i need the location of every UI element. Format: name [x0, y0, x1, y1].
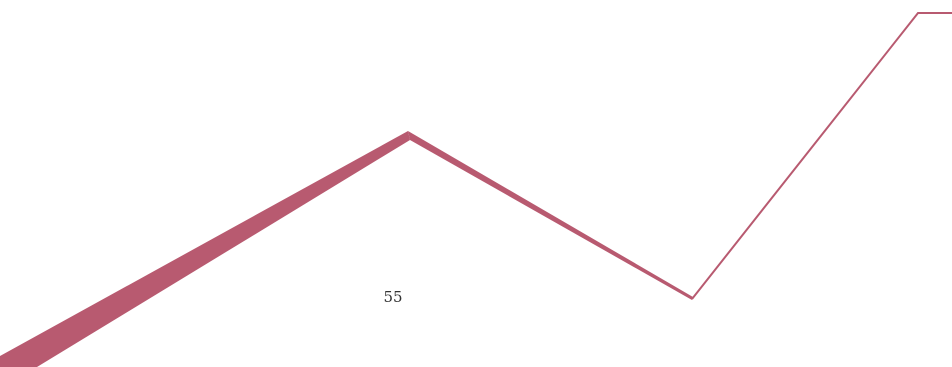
zigzag-segment-medium — [408, 131, 693, 300]
page-number: 55 — [383, 288, 403, 306]
zigzag-segment-thin — [691, 12, 952, 300]
zigzag-segment-thick — [0, 131, 410, 367]
